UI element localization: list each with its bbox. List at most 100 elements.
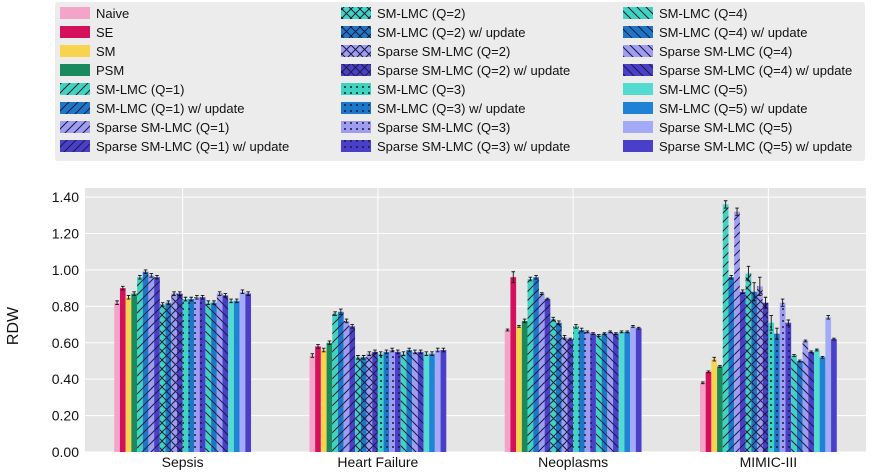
- bar: [774, 333, 780, 452]
- legend-label: SM-LMC (Q=2): [377, 6, 465, 21]
- bar: [119, 288, 126, 452]
- legend-label: Sparse SM-LMC (Q=5): [659, 120, 792, 135]
- bar: [239, 291, 246, 452]
- legend-swatch: [341, 7, 371, 19]
- bar: [601, 333, 608, 452]
- bar: [510, 277, 517, 452]
- bar: [360, 357, 367, 452]
- bar: [768, 322, 775, 452]
- legend-swatch: [623, 7, 653, 19]
- error-bar: [155, 274, 159, 280]
- error-bar: [390, 347, 394, 353]
- legend-label: Sparse SM-LMC (Q=3): [377, 120, 510, 135]
- error-bar: [430, 351, 434, 356]
- bar: [595, 335, 602, 452]
- bar: [717, 366, 723, 452]
- error-bar: [441, 347, 446, 353]
- error-bar: [579, 327, 584, 333]
- bar: [355, 357, 361, 452]
- error-bar: [384, 349, 389, 355]
- legend-swatch: [341, 140, 371, 152]
- bar: [211, 302, 217, 452]
- bar: [739, 291, 746, 452]
- error-bar: [166, 300, 171, 305]
- bar: [584, 331, 591, 452]
- legend-swatch: [60, 102, 90, 114]
- legend-label: PSM: [96, 63, 124, 78]
- legend-swatch: [623, 83, 653, 95]
- error-bar: [407, 347, 412, 353]
- legend-swatch: [341, 45, 371, 57]
- bar: [228, 300, 234, 452]
- error-bar: [614, 332, 618, 336]
- bar: [131, 293, 138, 452]
- error-bar: [138, 274, 142, 280]
- error-bar: [172, 291, 176, 296]
- error-bar: [591, 332, 595, 336]
- bar: [808, 351, 814, 452]
- bar: [165, 302, 172, 452]
- bar: [205, 302, 212, 452]
- error-bar: [339, 308, 343, 315]
- bar: [417, 351, 424, 452]
- bar: [315, 346, 321, 452]
- error-bar: [327, 340, 332, 346]
- bar: [216, 293, 223, 452]
- legend-label: Sparse SM-LMC (Q=5) w/ update: [659, 139, 852, 154]
- legend-swatch: [60, 64, 90, 76]
- bar: [618, 331, 625, 452]
- bar: [635, 328, 642, 452]
- error-bar: [740, 289, 745, 295]
- error-bar: [223, 293, 228, 298]
- error-bar: [517, 325, 521, 328]
- error-bar: [574, 324, 578, 329]
- x-tick-label: MIMIC-III: [740, 454, 798, 470]
- bar: [440, 350, 447, 452]
- error-bar: [367, 351, 372, 356]
- error-bar: [712, 356, 717, 362]
- bar: [222, 295, 229, 452]
- legend-label: Naive: [96, 6, 129, 21]
- bar: [831, 339, 837, 452]
- error-bar: [120, 285, 125, 291]
- legend-swatch: [623, 45, 653, 57]
- error-bar: [350, 324, 355, 329]
- error-bar: [775, 327, 779, 340]
- bar: [423, 353, 430, 452]
- error-bar: [803, 339, 808, 343]
- error-bar: [701, 381, 705, 385]
- legend-label: SM-LMC (Q=4): [659, 6, 747, 21]
- legend-swatch: [60, 7, 90, 19]
- error-bar: [160, 302, 165, 307]
- legend-swatch: [341, 26, 371, 38]
- legend-label: SE: [96, 25, 114, 40]
- bar: [349, 326, 356, 452]
- bar: [516, 326, 522, 452]
- error-bar: [361, 355, 366, 360]
- error-bar: [435, 347, 440, 353]
- error-bar: [718, 365, 722, 368]
- error-bar: [832, 337, 836, 341]
- error-bar: [149, 273, 154, 278]
- error-bar: [820, 355, 825, 359]
- legend-label: SM-LMC (Q=4) w/ update: [659, 25, 807, 40]
- x-tick-label: Neoplasms: [538, 454, 608, 470]
- legend-swatch: [60, 121, 90, 133]
- bar: [613, 333, 619, 452]
- bar: [337, 311, 344, 452]
- legend-swatch: [60, 83, 90, 95]
- legend-label: SM-LMC (Q=5) w/ update: [659, 101, 807, 116]
- legend-swatch: [623, 64, 653, 76]
- x-tick-label: Sepsis: [162, 454, 204, 470]
- error-bar: [229, 298, 233, 304]
- legend: Naive SE SM PSM SM-LMC (Q=1) SM-LMC (Q=1) w/ …: [55, 2, 865, 161]
- bar: [159, 304, 166, 452]
- bar: [785, 322, 792, 452]
- legend-label: SM-LMC (Q=2) w/ update: [377, 25, 525, 40]
- bar: [533, 277, 539, 452]
- bar: [199, 297, 206, 452]
- bar: [751, 291, 757, 452]
- bar: [366, 353, 373, 452]
- bar: [791, 355, 797, 452]
